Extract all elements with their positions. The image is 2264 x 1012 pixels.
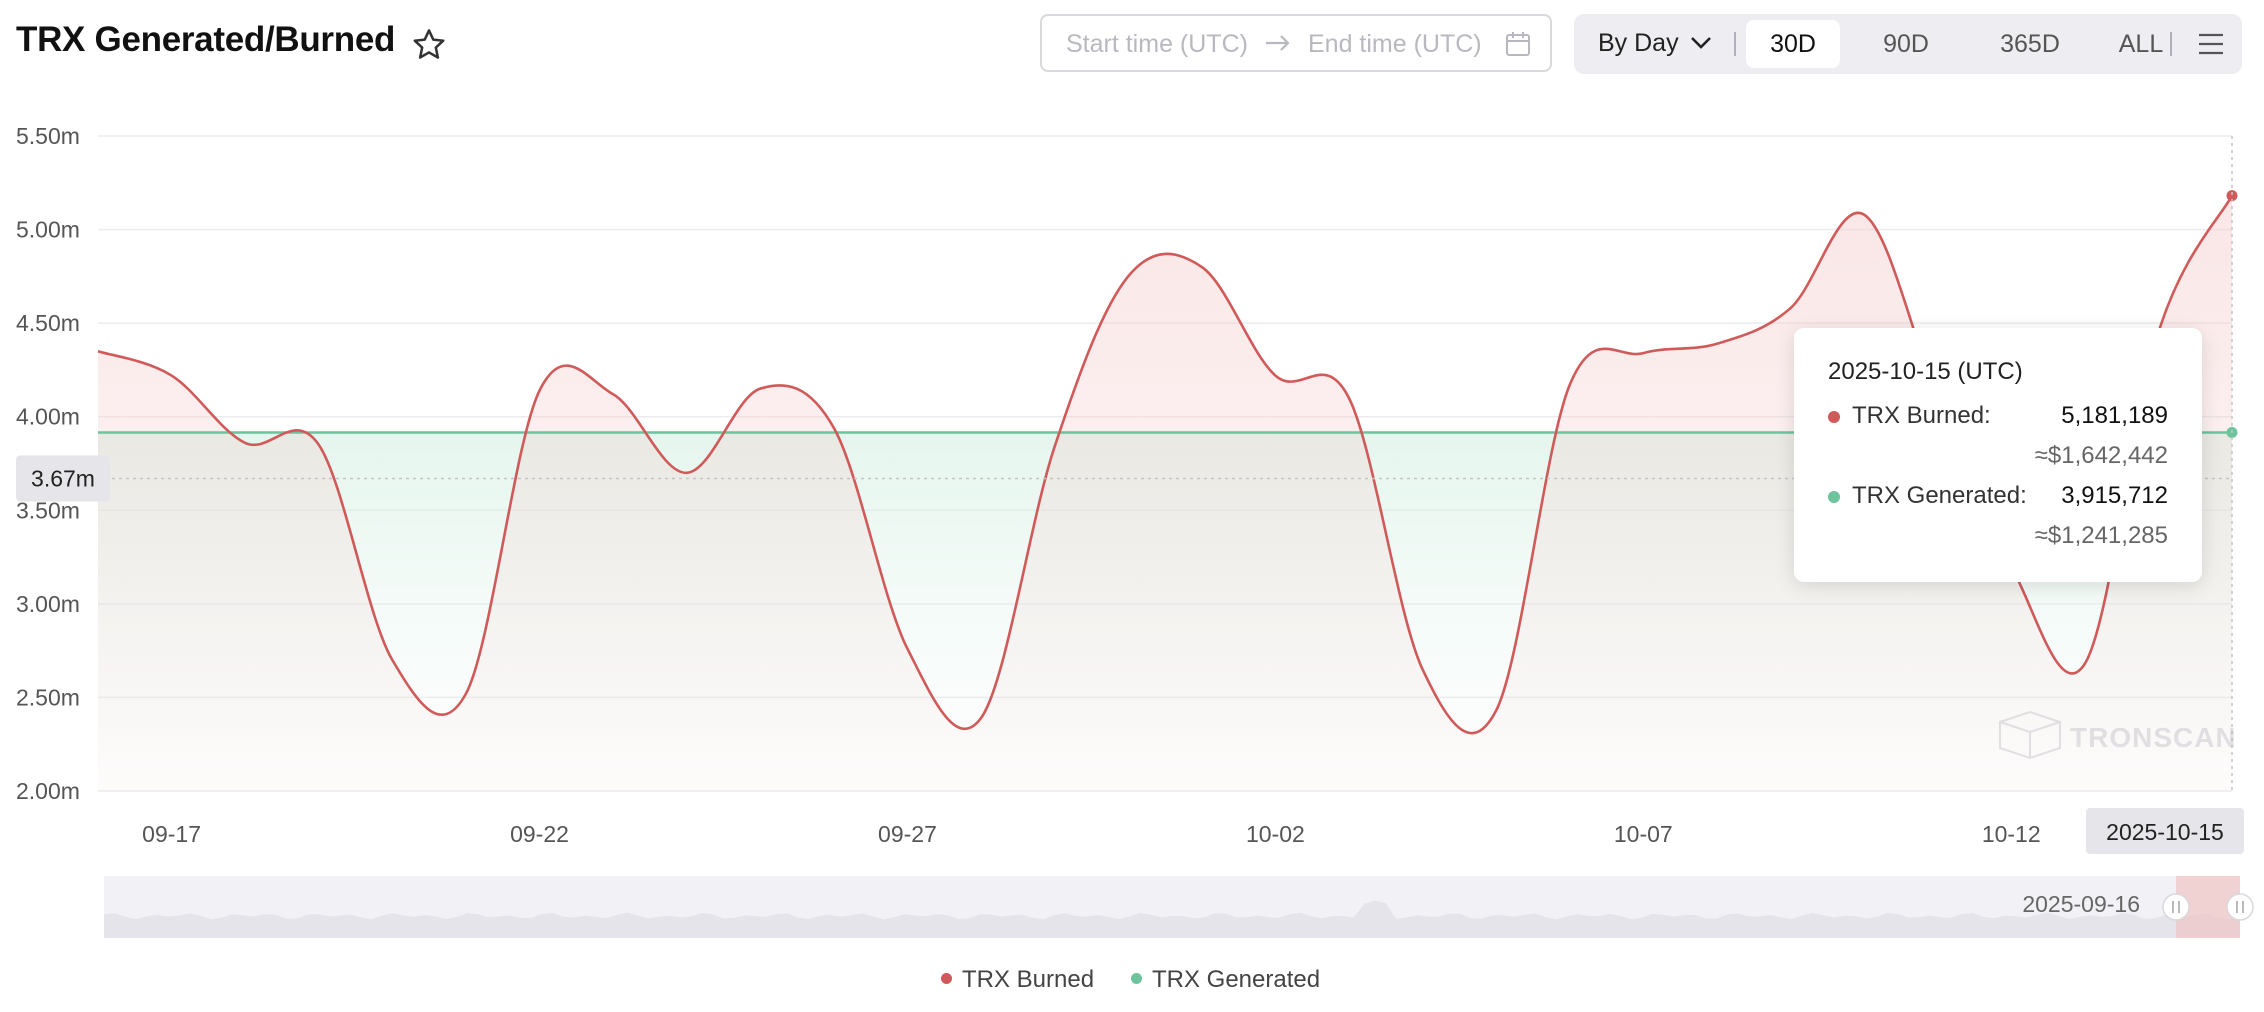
tronscan-logo-icon: TRONSCAN: [1999, 710, 2237, 760]
logo-shape: [1999, 721, 2061, 758]
x-tick-label: 09-27: [878, 821, 937, 847]
logo-shape: [1999, 710, 2061, 760]
legend-item-burned[interactable]: TRX Burned: [941, 966, 1094, 996]
generated-dot-icon: [1828, 491, 1840, 503]
tooltip-burned-usd: ≈$1,642,442: [2034, 442, 2168, 469]
crosshair-x-label: 2025-10-15: [2106, 819, 2224, 845]
crosshair-y-badge: [16, 455, 110, 502]
x-tick-label: 10-02: [1246, 821, 1305, 847]
date-range-picker[interactable]: Start time (UTC) End time (UTC): [1040, 14, 1552, 72]
range-90d-button[interactable]: 90D: [1883, 30, 1929, 58]
page-title: TRX Generated/Burned: [16, 20, 396, 59]
legend-burned-label: TRX Burned: [962, 966, 1095, 993]
tooltip-generated-label: TRX Generated:: [1852, 482, 2027, 509]
x-tick-label: 09-17: [142, 821, 201, 847]
x-tick-label: 10-07: [1614, 821, 1673, 847]
watermark-text: TRONSCAN: [2070, 722, 2237, 753]
burned-series-line[interactable]: [97, 195, 2234, 735]
chevron-down-icon[interactable]: [1690, 35, 1712, 51]
tooltip-burned-value: 5,181,189: [2061, 402, 2168, 429]
menu-icon[interactable]: [2196, 30, 2226, 58]
range-365d-button[interactable]: 365D: [2000, 30, 2060, 58]
crosshair-y-label: 3.67m: [31, 465, 95, 491]
divider: [1734, 32, 1736, 56]
slider-start-label: 2025-09-16: [2022, 891, 2140, 917]
tooltip-generated-usd: ≈$1,241,285: [2034, 522, 2168, 549]
start-time-input[interactable]: Start time (UTC): [1066, 30, 1248, 58]
divider: [2170, 32, 2172, 56]
handle-grip-icon: [2236, 901, 2244, 913]
generated-legend-icon: [1131, 973, 1142, 984]
calendar-icon[interactable]: [1504, 30, 1532, 58]
star-icon[interactable]: [410, 26, 448, 64]
burned-area: [98, 195, 2232, 791]
x-tick-label: 10-12: [1982, 821, 2041, 847]
burned-legend-icon: [941, 973, 952, 984]
handle-grip-icon: [2172, 901, 2180, 913]
arrow-right-icon: [1266, 35, 1290, 51]
burned-endpoint: [2226, 190, 2238, 202]
y-tick-label: 2.50m: [16, 684, 80, 710]
granularity-select[interactable]: By Day: [1598, 29, 1679, 57]
y-tick-label: 2.00m: [16, 778, 80, 804]
tooltip-burned-label: TRX Burned:: [1852, 402, 1991, 429]
handle-knob[interactable]: [2162, 893, 2190, 921]
y-tick-label: 4.50m: [16, 310, 80, 336]
range-30d-button[interactable]: 30D: [1746, 20, 1840, 68]
handle-knob[interactable]: [2226, 893, 2254, 921]
slider-left-handle[interactable]: [2162, 893, 2190, 921]
slider-preview-area: [104, 900, 2240, 938]
tooltip-date: 2025-10-15 (UTC): [1828, 358, 2023, 385]
y-tick-label: 3.00m: [16, 591, 80, 617]
legend-item-generated[interactable]: TRX Generated: [1131, 966, 1320, 996]
y-tick-label: 5.00m: [16, 217, 80, 243]
x-tick-label: 09-22: [510, 821, 569, 847]
tooltip-generated-value: 3,915,712: [2061, 482, 2168, 509]
crosshair-x-badge: [2086, 808, 2244, 854]
time-range-toolbar: By Day 30D 90D 365D ALL: [1574, 14, 2242, 74]
end-time-input[interactable]: End time (UTC): [1308, 30, 1482, 58]
y-tick-label: 5.50m: [16, 123, 80, 149]
burned-dot-icon: [1828, 411, 1840, 423]
y-tick-label: 3.50m: [16, 497, 80, 523]
slider-right-handle[interactable]: [2226, 893, 2254, 921]
chart-tooltip: 2025-10-15 (UTC) TRX Burned: 5,181,189 ≈…: [1794, 328, 2202, 582]
legend-generated-label: TRX Generated: [1152, 966, 1321, 993]
y-tick-label: 4.00m: [16, 404, 80, 430]
range-all-button[interactable]: ALL: [2118, 30, 2164, 58]
